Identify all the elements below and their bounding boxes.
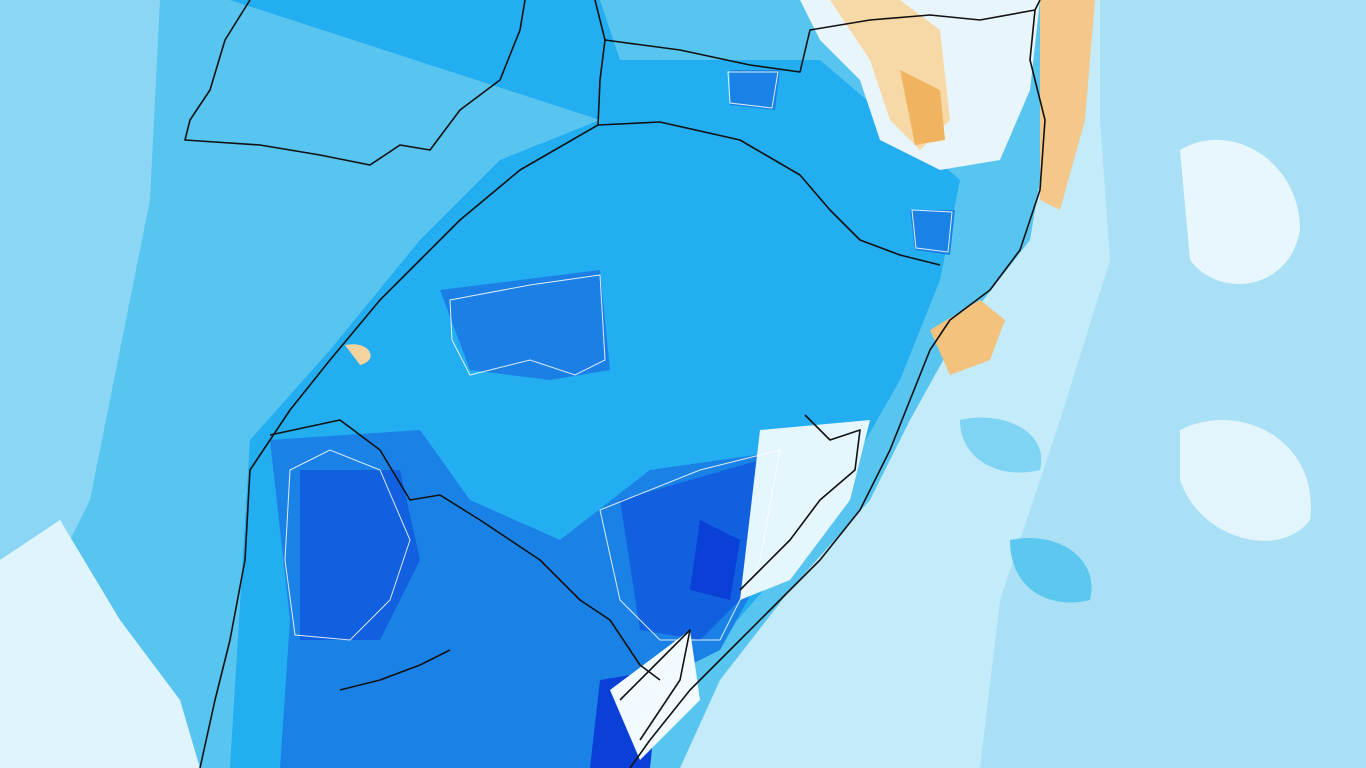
contour-line	[727, 71, 779, 109]
field-darkest-core	[690, 520, 740, 600]
lagoon-light	[610, 630, 700, 760]
contour-line	[911, 209, 953, 253]
dry-spot	[345, 344, 371, 365]
field-deep-patch	[440, 270, 610, 380]
ocean-light-patch	[1180, 139, 1300, 284]
ocean-blue-patch	[960, 417, 1042, 473]
field-white-sw	[0, 520, 200, 768]
contour-line	[284, 449, 411, 641]
lagoon-shore	[739, 414, 861, 591]
contour-line	[599, 449, 781, 641]
river	[339, 649, 451, 691]
contour-line	[449, 274, 606, 376]
dry-tan	[930, 300, 1005, 375]
contours	[284, 71, 953, 641]
lagoon-shore	[619, 629, 691, 741]
lagoon-light	[740, 420, 870, 600]
field-light-west	[0, 0, 160, 640]
field-deep-patch	[730, 70, 780, 110]
dry-tan	[1040, 0, 1095, 210]
field-darkest-patch	[300, 470, 420, 640]
state-border	[604, 0, 1041, 73]
dry-anomaly	[345, 0, 1095, 760]
dry-orange	[900, 70, 945, 145]
country-border	[269, 419, 661, 681]
country-border	[184, 0, 526, 166]
ocean-blue-patch	[1010, 538, 1092, 603]
country-border	[199, 124, 599, 768]
ocean-light-patch	[1180, 420, 1311, 541]
state-border	[594, 0, 941, 266]
coastline	[629, 9, 1046, 768]
borders	[184, 0, 1046, 768]
field-deep-patch	[910, 210, 955, 255]
